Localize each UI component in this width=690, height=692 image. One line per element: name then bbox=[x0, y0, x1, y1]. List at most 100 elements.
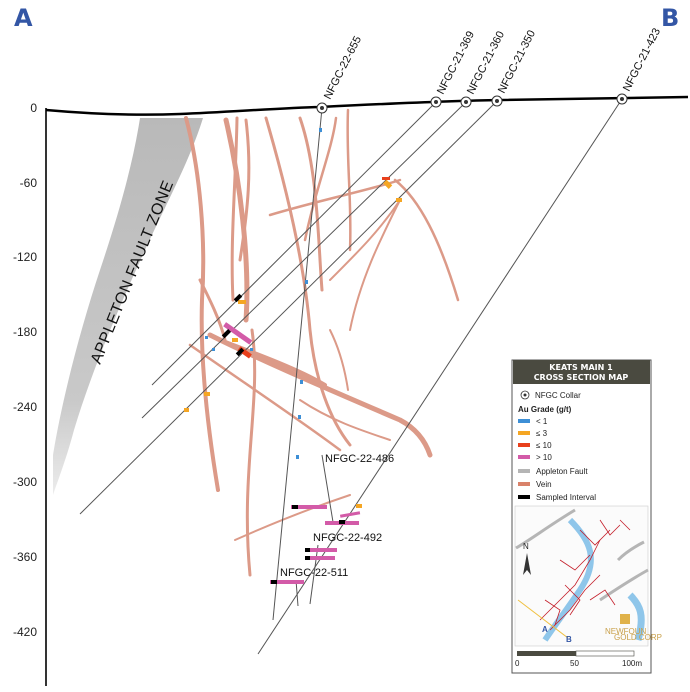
drillhole-trace-350 bbox=[79, 100, 498, 515]
hole-label-486: NFGC-22-486 bbox=[325, 453, 394, 465]
vein bbox=[349, 199, 401, 331]
depth-tick-60: -60 bbox=[20, 176, 38, 190]
interval-le3 bbox=[232, 338, 238, 342]
depth-tick-0: 0 bbox=[30, 101, 37, 115]
hole-label-655: NFGC-22-655 bbox=[322, 34, 364, 101]
scale-label-50: 50 bbox=[570, 659, 579, 668]
vein bbox=[346, 108, 352, 252]
interval-le3 bbox=[238, 300, 246, 304]
vein bbox=[245, 328, 257, 577]
vein bbox=[230, 116, 239, 302]
vein bbox=[299, 399, 391, 441]
depth-ticks: 0 -60 -120 -180 -240 -300 -360 -420 bbox=[13, 101, 37, 639]
legend-swatch-gt10 bbox=[518, 455, 530, 459]
interval-lt1 bbox=[300, 380, 303, 384]
grade-lt1-intervals bbox=[205, 128, 322, 459]
vein bbox=[234, 494, 351, 541]
vein bbox=[298, 116, 324, 292]
logo-line-2: GOLD CORP bbox=[614, 633, 662, 642]
interval-le3 bbox=[383, 179, 393, 189]
sampled-interval bbox=[221, 329, 231, 339]
drillhole-trace-423 bbox=[257, 98, 623, 655]
scale-label-100m: 100m bbox=[622, 659, 642, 668]
drillhole-trace-655 bbox=[272, 107, 323, 621]
interval-le3 bbox=[396, 198, 402, 202]
vein bbox=[218, 338, 327, 387]
collar-350 bbox=[491, 95, 503, 107]
collars bbox=[316, 93, 628, 114]
hole-label-511: NFGC-22-511 bbox=[280, 567, 348, 579]
north-arrow-icon bbox=[523, 553, 531, 575]
inset-veins bbox=[539, 519, 631, 631]
vein bbox=[264, 116, 352, 447]
legend-grade-label: ≤ 10 bbox=[536, 441, 552, 450]
sampled-interval bbox=[233, 293, 243, 303]
depth-tick-300: -300 bbox=[13, 475, 37, 489]
vein bbox=[238, 118, 251, 262]
interval-gt10 bbox=[339, 511, 361, 518]
legend-header bbox=[513, 360, 650, 384]
scale-bar-light bbox=[575, 650, 635, 657]
vein bbox=[184, 116, 220, 492]
depth-tick-180: -180 bbox=[13, 325, 37, 339]
appleton-fault-zone bbox=[53, 118, 203, 495]
vein bbox=[223, 117, 250, 323]
interval-gt10 bbox=[270, 580, 304, 584]
assay-intervals bbox=[184, 128, 402, 584]
sampled-interval bbox=[235, 347, 245, 357]
drillhole-trace-360 bbox=[141, 101, 467, 419]
inset-label-b: B bbox=[566, 635, 572, 644]
vein bbox=[303, 116, 338, 242]
interval-lt1 bbox=[205, 336, 208, 339]
inset-location-map: A B N NEWFOUN GOLD CORP bbox=[514, 505, 662, 647]
inset-fault bbox=[616, 540, 645, 562]
interval-lt1 bbox=[250, 348, 253, 351]
collar-labels: NFGC-22-655 NFGC-21-369 NFGC-21-360 NFGC… bbox=[322, 26, 663, 101]
legend-grade-label: > 10 bbox=[536, 453, 552, 462]
legend-collar-label: NFGC Collar bbox=[535, 391, 581, 400]
interval-lt1 bbox=[298, 415, 301, 419]
interval-le3 bbox=[356, 504, 362, 508]
depth-tick-360: -360 bbox=[13, 550, 37, 564]
vein bbox=[393, 178, 460, 302]
legend-grade-label: < 1 bbox=[536, 417, 548, 426]
inset-water bbox=[627, 592, 645, 641]
inset-fault bbox=[599, 568, 649, 602]
scale-bar: 0 50 100m bbox=[515, 650, 642, 668]
logo-line-1: NEWFOUN bbox=[605, 627, 647, 636]
legend-swatch-lt1 bbox=[518, 419, 530, 423]
interval-le3 bbox=[204, 392, 210, 396]
legend-swatch-le3 bbox=[518, 431, 530, 435]
legend-swatch-sampled bbox=[518, 495, 530, 499]
grade-le3-intervals bbox=[184, 179, 402, 508]
inset-fault bbox=[515, 508, 576, 550]
depth-tick-420: -420 bbox=[13, 625, 37, 639]
interval-lt1 bbox=[305, 280, 308, 284]
legend-grade-rows: < 1 ≤ 3 ≤ 10 > 10 bbox=[518, 417, 552, 462]
interval-le3 bbox=[184, 408, 189, 412]
sampled-interval-markers bbox=[221, 293, 345, 584]
vein bbox=[188, 343, 342, 452]
ground-surface bbox=[45, 95, 689, 116]
hole-label-492: NFGC-22-492 bbox=[313, 532, 382, 544]
company-logo-icon bbox=[620, 614, 630, 624]
section-start-label-a: A bbox=[14, 4, 33, 32]
sampled-interval bbox=[305, 556, 310, 560]
legend-swatch-vein bbox=[518, 482, 530, 486]
collar-369 bbox=[430, 96, 442, 108]
scale-bar-dark bbox=[517, 651, 576, 656]
drillhole-trace-369 bbox=[151, 101, 437, 386]
legend-feature-label: Sampled Interval bbox=[536, 493, 596, 502]
interval-le10 bbox=[382, 177, 390, 180]
inset-section-line bbox=[517, 599, 569, 639]
interval-gt10 bbox=[305, 548, 337, 552]
drillhole-trace-511 bbox=[295, 579, 299, 607]
vein bbox=[329, 329, 349, 391]
vein bbox=[329, 199, 401, 281]
interval-lt1 bbox=[319, 128, 322, 132]
legend-grade-label: ≤ 3 bbox=[536, 429, 548, 438]
north-label: N bbox=[523, 542, 529, 551]
interval-gt10 bbox=[223, 322, 253, 345]
inset-label-a: A bbox=[542, 625, 548, 634]
